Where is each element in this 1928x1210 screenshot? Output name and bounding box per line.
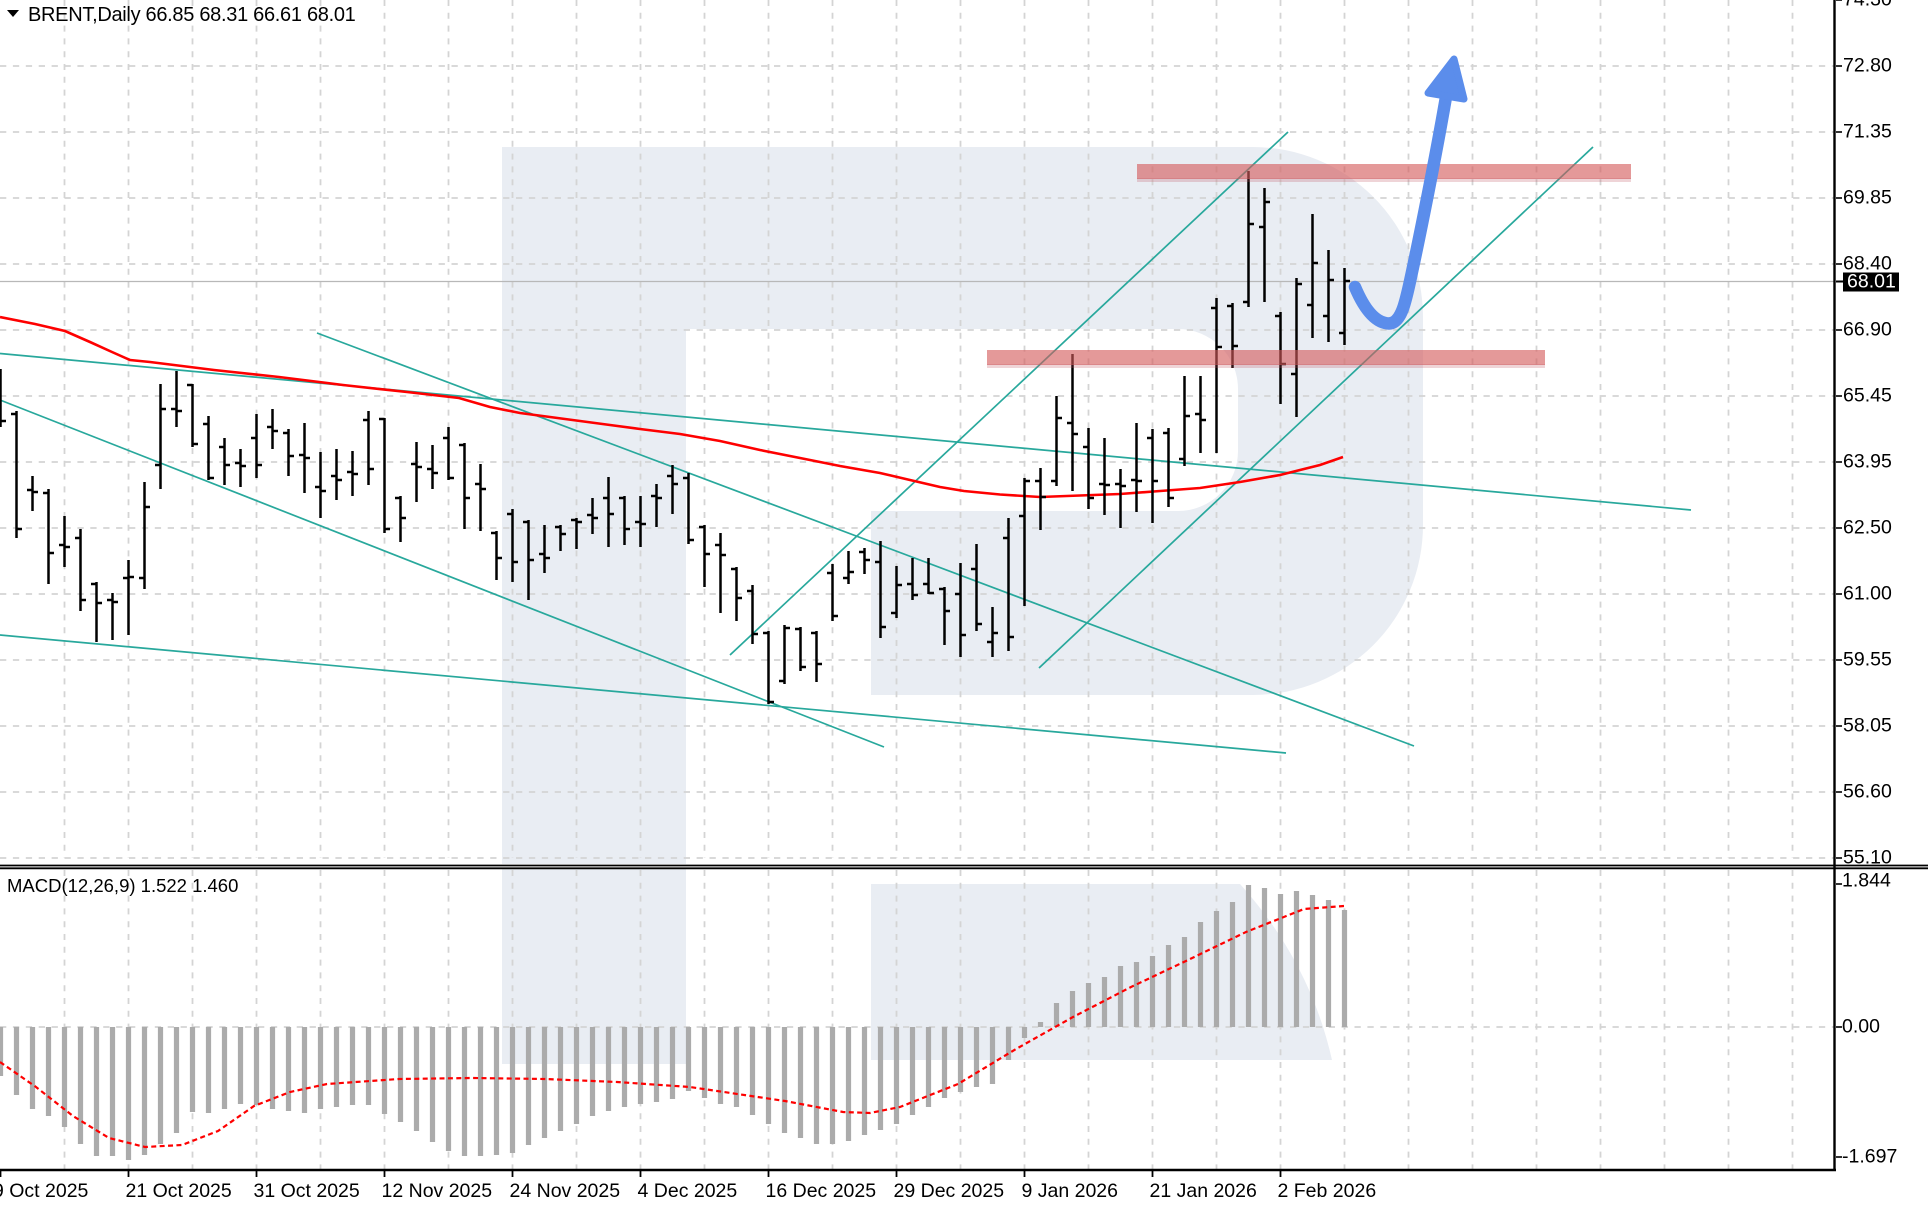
svg-text:1.844: 1.844	[1842, 870, 1891, 892]
svg-text:2 Feb 2026: 2 Feb 2026	[1278, 1180, 1377, 1202]
svg-text:9 Oct 2025: 9 Oct 2025	[0, 1180, 89, 1202]
svg-text:65.45: 65.45	[1843, 385, 1892, 407]
svg-text:62.50: 62.50	[1843, 517, 1892, 539]
svg-text:BRENT,Daily 66.85 68.31 66.61: BRENT,Daily 66.85 68.31 66.61 68.01	[28, 4, 356, 26]
svg-text:56.60: 56.60	[1843, 781, 1892, 803]
svg-text:12 Nov 2025: 12 Nov 2025	[382, 1180, 493, 1202]
svg-text:68.40: 68.40	[1843, 253, 1892, 275]
svg-text:0.00: 0.00	[1842, 1016, 1880, 1038]
svg-text:-1.697: -1.697	[1842, 1146, 1897, 1168]
svg-text:4 Dec 2025: 4 Dec 2025	[638, 1180, 738, 1202]
svg-text:55.10: 55.10	[1843, 847, 1892, 869]
svg-text:71.35: 71.35	[1843, 121, 1892, 143]
svg-text:21 Oct 2025: 21 Oct 2025	[126, 1180, 232, 1202]
svg-text:24 Nov 2025: 24 Nov 2025	[510, 1180, 621, 1202]
svg-text:68.01: 68.01	[1847, 271, 1896, 293]
svg-text:MACD(12,26,9) 1.522 1.460: MACD(12,26,9) 1.522 1.460	[7, 875, 238, 896]
svg-text:69.85: 69.85	[1843, 187, 1892, 209]
svg-text:21 Jan 2026: 21 Jan 2026	[1150, 1180, 1257, 1202]
svg-text:61.00: 61.00	[1843, 583, 1892, 605]
svg-text:16 Dec 2025: 16 Dec 2025	[766, 1180, 877, 1202]
svg-text:72.80: 72.80	[1843, 55, 1892, 77]
svg-text:58.05: 58.05	[1843, 715, 1892, 737]
svg-text:59.55: 59.55	[1843, 649, 1892, 671]
svg-text:74.30: 74.30	[1843, 0, 1892, 11]
svg-text:31 Oct 2025: 31 Oct 2025	[254, 1180, 360, 1202]
svg-text:63.95: 63.95	[1843, 451, 1892, 473]
svg-text:66.90: 66.90	[1843, 319, 1892, 341]
svg-text:29 Dec 2025: 29 Dec 2025	[894, 1180, 1005, 1202]
svg-text:9 Jan 2026: 9 Jan 2026	[1022, 1180, 1119, 1202]
